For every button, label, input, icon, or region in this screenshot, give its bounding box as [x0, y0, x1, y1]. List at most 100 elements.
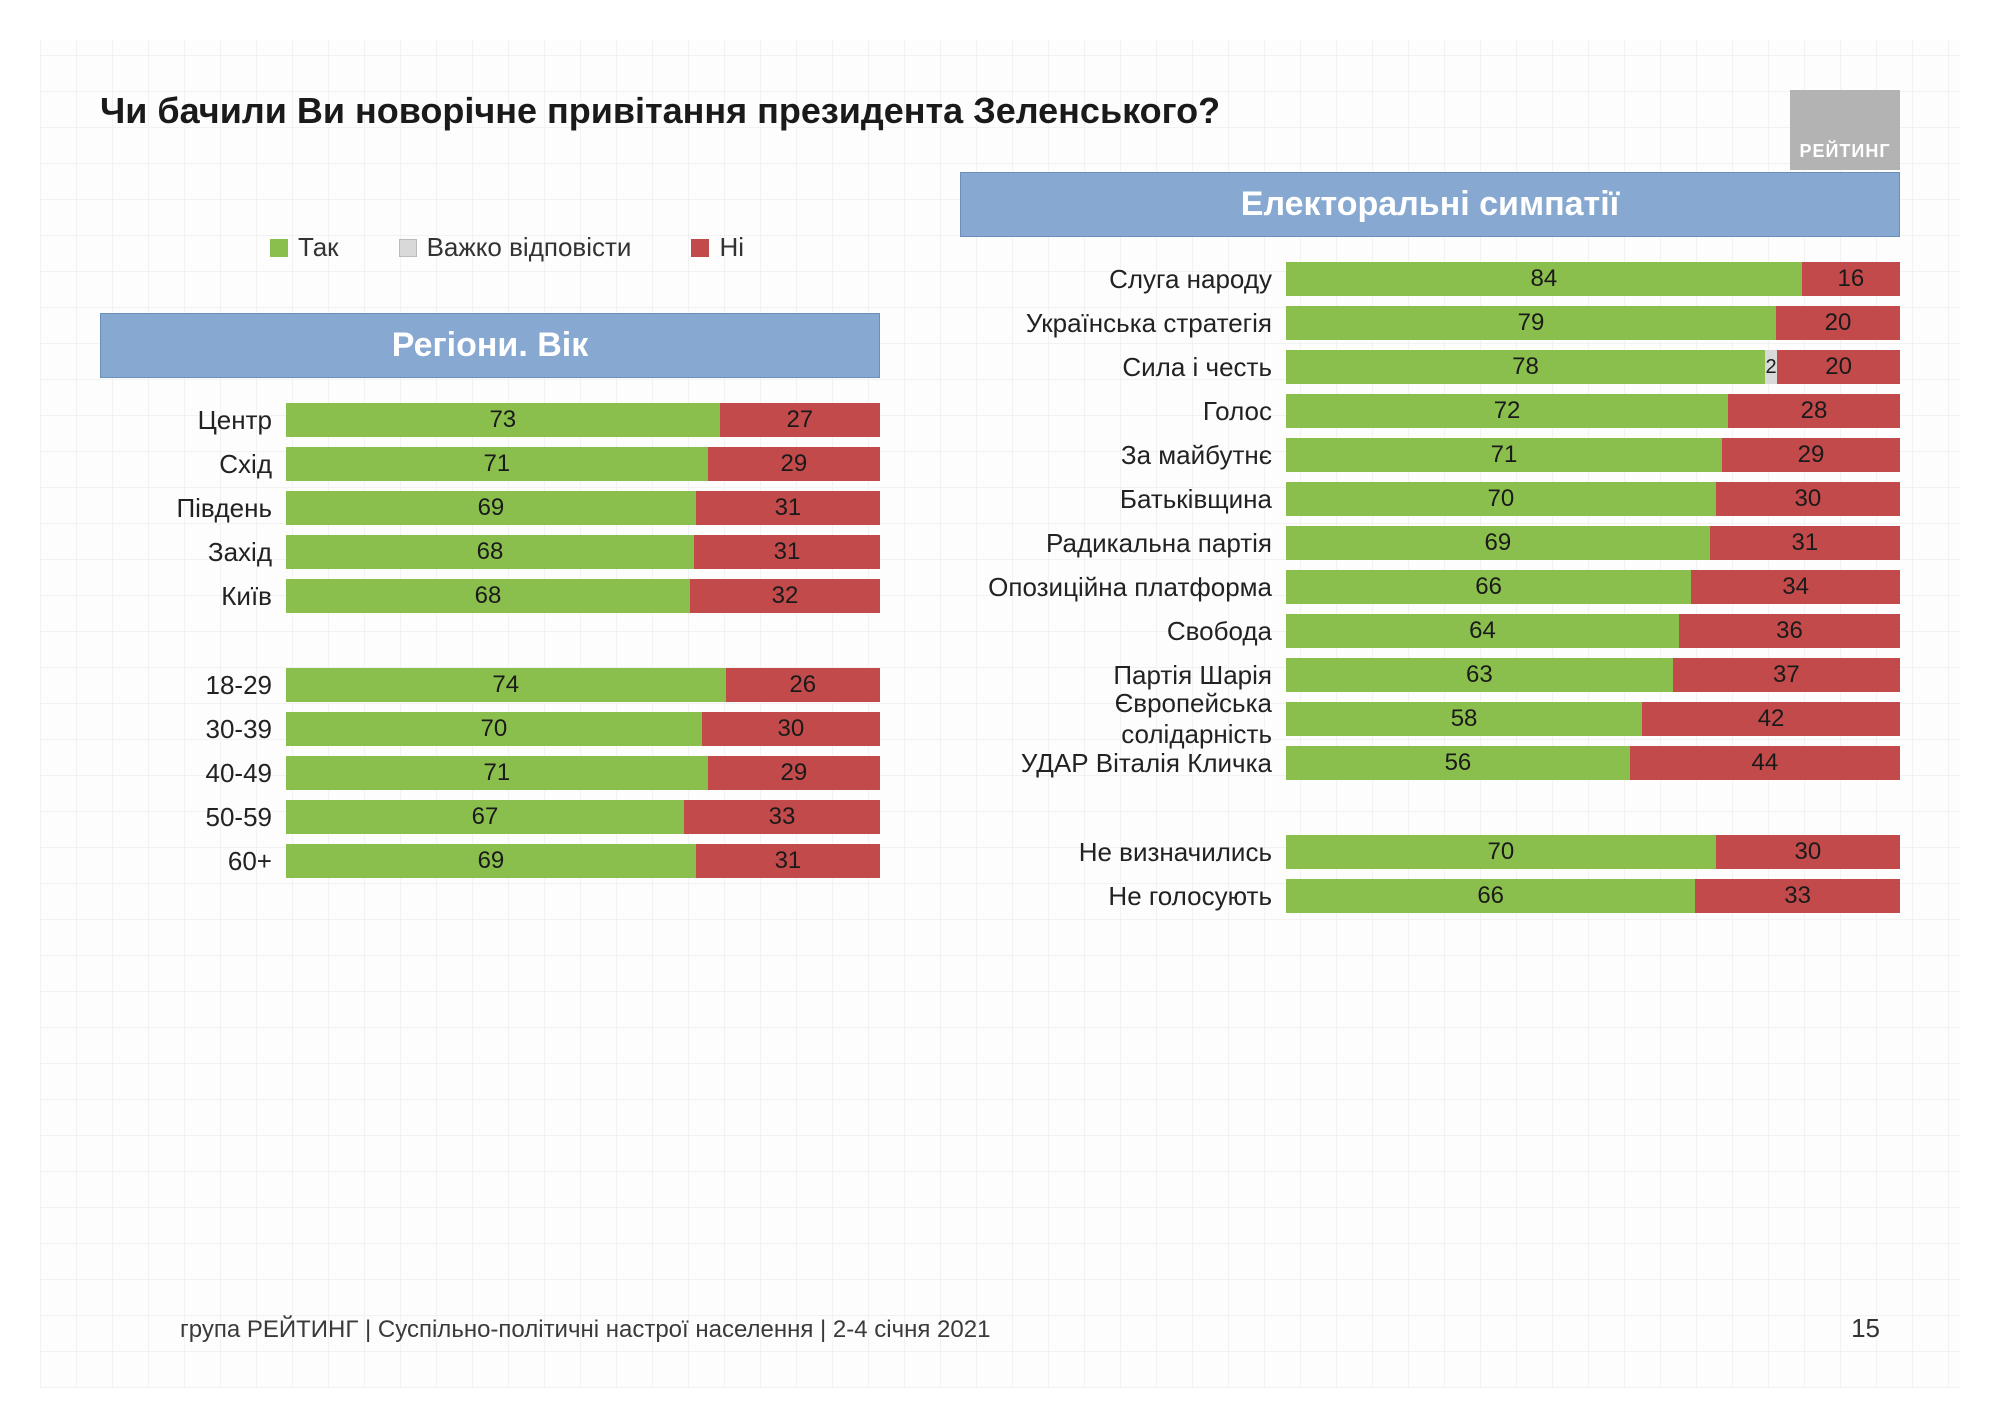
- row-label: Схід: [100, 449, 280, 480]
- logo-text: РЕЙТИНГ: [1799, 141, 1890, 162]
- row-label: 50-59: [100, 802, 280, 833]
- row-label: Опозиційна платформа: [960, 572, 1280, 603]
- bar-row: Сила і честь78220: [960, 345, 1900, 389]
- bar-segment-yes: 67: [286, 800, 684, 834]
- bar-row: Радикальна партія6931: [960, 521, 1900, 565]
- left-column: Так Важко відповісти Ні Регіони. Вік Цен…: [100, 172, 880, 963]
- row-label: Захід: [100, 537, 280, 568]
- section-header-parties: Електоральні симпатії: [960, 172, 1900, 237]
- bar-segment-yes: 74: [286, 668, 726, 702]
- bar-track: 7129: [1286, 438, 1900, 472]
- row-label: Київ: [100, 581, 280, 612]
- bar-segment-yes: 70: [286, 712, 702, 746]
- swatch-no: [691, 239, 709, 257]
- bar-track: 6931: [1286, 526, 1900, 560]
- bar-segment-no: 29: [708, 756, 880, 790]
- bar-segment-yes: 73: [286, 403, 720, 437]
- bar-segment-no: 33: [684, 800, 880, 834]
- bar-segment-yes: 66: [1286, 879, 1695, 913]
- legend-label-yes: Так: [298, 232, 339, 263]
- bar-row: 50-596733: [100, 795, 880, 839]
- bar-segment-no: 27: [720, 403, 880, 437]
- bar-segment-no: 31: [1710, 526, 1900, 560]
- bar-track: 8416: [1286, 262, 1900, 296]
- row-label: За майбутнє: [960, 440, 1280, 471]
- bar-track: 7030: [1286, 482, 1900, 516]
- bar-track: 7426: [286, 668, 880, 702]
- bar-track: 6436: [1286, 614, 1900, 648]
- bar-track: 6337: [1286, 658, 1900, 692]
- row-label: Не визначились: [960, 837, 1280, 868]
- legend: Так Важко відповісти Ні: [270, 232, 880, 263]
- bar-track: 7228: [1286, 394, 1900, 428]
- bar-segment-no: 31: [696, 844, 880, 878]
- bar-segment-no: 26: [726, 668, 880, 702]
- bar-row: Свобода6436: [960, 609, 1900, 653]
- row-label: Свобода: [960, 616, 1280, 647]
- row-label: Батьківщина: [960, 484, 1280, 515]
- bar-segment-no: 30: [1716, 482, 1900, 516]
- bar-row: Центр7327: [100, 398, 880, 442]
- bar-segment-no: 29: [1722, 438, 1900, 472]
- row-label: Не голосують: [960, 881, 1280, 912]
- bar-row: Схід7129: [100, 442, 880, 486]
- row-label: Радикальна партія: [960, 528, 1280, 559]
- bar-track: 6931: [286, 491, 880, 525]
- swatch-hard: [399, 239, 417, 257]
- bar-segment-no: 34: [1691, 570, 1900, 604]
- bar-row: Батьківщина7030: [960, 477, 1900, 521]
- logo-badge: РЕЙТИНГ: [1790, 90, 1900, 170]
- bar-track: 7129: [286, 756, 880, 790]
- bar-segment-yes: 69: [286, 491, 696, 525]
- bar-segment-no: 31: [696, 491, 880, 525]
- right-column: Електоральні симпатії Слуга народу8416Ук…: [960, 172, 1900, 963]
- bar-segment-yes: 66: [1286, 570, 1691, 604]
- bar-row: Київ6832: [100, 574, 880, 618]
- bar-segment-yes: 71: [286, 756, 708, 790]
- swatch-yes: [270, 239, 288, 257]
- slide: РЕЙТИНГ Чи бачили Ви новорічне привітанн…: [40, 40, 1960, 1388]
- chart-parties: Слуга народу8416Українська стратегія7920…: [960, 257, 1900, 785]
- bar-track: 6633: [1286, 879, 1900, 913]
- bar-segment-no: 29: [708, 447, 880, 481]
- row-label: Слуга народу: [960, 264, 1280, 295]
- bar-row: Голос7228: [960, 389, 1900, 433]
- bar-segment-yes: 69: [286, 844, 696, 878]
- legend-item-no: Ні: [691, 232, 744, 263]
- bar-row: Європейська солідарність5842: [960, 697, 1900, 741]
- page-title: Чи бачили Ви новорічне привітання презид…: [100, 90, 1900, 132]
- bar-segment-yes: 56: [1286, 746, 1630, 780]
- bar-row: Опозиційна платформа6634: [960, 565, 1900, 609]
- row-label: Європейська солідарність: [960, 688, 1280, 750]
- bar-segment-yes: 58: [1286, 702, 1642, 736]
- bar-segment-yes: 64: [1286, 614, 1679, 648]
- bar-segment-no: 31: [694, 535, 880, 569]
- bar-row: Слуга народу8416: [960, 257, 1900, 301]
- bar-track: 78220: [1286, 350, 1900, 384]
- bar-segment-no: 42: [1642, 702, 1900, 736]
- footer-text: група РЕЙТИНГ | Суспільно-політичні наст…: [180, 1316, 990, 1344]
- bar-track: 7920: [1286, 306, 1900, 340]
- bar-segment-yes: 68: [286, 535, 694, 569]
- row-label: Сила і честь: [960, 352, 1280, 383]
- section-header-regions-age: Регіони. Вік: [100, 313, 880, 378]
- bar-track: 5842: [1286, 702, 1900, 736]
- legend-item-yes: Так: [270, 232, 339, 263]
- bar-segment-yes: 79: [1286, 306, 1776, 340]
- bar-segment-no: 28: [1728, 394, 1900, 428]
- bar-row: 40-497129: [100, 751, 880, 795]
- row-label: 60+: [100, 846, 280, 877]
- legend-item-hard: Важко відповісти: [399, 232, 632, 263]
- row-label: 40-49: [100, 758, 280, 789]
- bar-track: 6733: [286, 800, 880, 834]
- row-label: Голос: [960, 396, 1280, 427]
- bar-row: 18-297426: [100, 663, 880, 707]
- bar-segment-yes: 70: [1286, 482, 1716, 516]
- row-label: УДАР Віталія Кличка: [960, 748, 1280, 779]
- row-label: Південь: [100, 493, 280, 524]
- bar-segment-no: 33: [1695, 879, 1900, 913]
- bar-track: 6931: [286, 844, 880, 878]
- bar-row: Захід6831: [100, 530, 880, 574]
- chart-regions: Центр7327Схід7129Південь6931Захід6831Киї…: [100, 398, 880, 618]
- bar-row: Не визначились7030: [960, 830, 1900, 874]
